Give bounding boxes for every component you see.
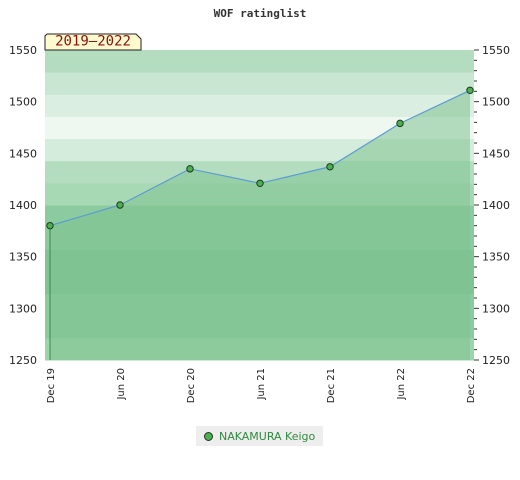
background-band <box>45 50 474 73</box>
data-point <box>326 163 334 171</box>
y-tick-label-left: 1250 <box>9 354 37 367</box>
data-point <box>256 179 264 188</box>
y-tick-label-right: 1450 <box>482 147 510 160</box>
legend-label: NAKAMURA Keigo <box>219 429 316 443</box>
y-axis-right: 1250 1300 1350 1400 1450 1500 1550 <box>474 44 510 367</box>
legend-marker-icon <box>204 431 213 441</box>
y-tick-label-right: 1350 <box>482 251 510 264</box>
y-tick-label-left: 1550 <box>9 44 37 57</box>
series-area <box>50 90 470 361</box>
x-tick-label: Dec 21 <box>326 368 337 403</box>
y-tick-label-right: 1500 <box>482 96 510 109</box>
data-point <box>186 165 194 173</box>
x-tick-label: Jun 21 <box>256 368 267 401</box>
period-badge: 2019–2022 <box>44 33 142 51</box>
data-point <box>46 221 54 230</box>
y-tick-label-left: 1300 <box>9 302 37 315</box>
x-tick-label: Dec 20 <box>186 368 197 403</box>
x-tick-label: Dec 22 <box>466 368 477 403</box>
y-tick-label-left: 1450 <box>9 147 37 160</box>
chart-title: WOF ratinglist <box>214 7 307 20</box>
y-tick-label-right: 1250 <box>482 354 510 367</box>
x-axis: Dec 19 Jun 20 Dec 20 Jun 21 Dec 21 Jun 22 Dec … <box>46 368 477 403</box>
x-tick-label: Jun 20 <box>116 368 127 401</box>
y-axis-left: 1250 1300 1350 1400 1450 1500 1550 <box>9 44 37 367</box>
data-point <box>396 119 404 128</box>
background-band <box>45 94 474 117</box>
y-tick-label-left: 1400 <box>9 199 37 212</box>
y-tick-label-right: 1300 <box>482 302 510 315</box>
y-tick-label-left: 1500 <box>9 96 37 109</box>
y-tick-label-right: 1400 <box>482 199 510 212</box>
data-point <box>116 201 124 209</box>
y-tick-label-left: 1350 <box>9 251 37 264</box>
period-badge-label: 2019–2022 <box>55 34 131 50</box>
background-band <box>45 116 474 140</box>
background-band <box>45 72 474 95</box>
x-tick-label: Jun 22 <box>396 368 407 401</box>
data-markers <box>46 86 474 230</box>
y-tick-label-right: 1550 <box>482 44 510 57</box>
data-point <box>466 86 474 95</box>
x-tick-label: Dec 19 <box>46 368 57 403</box>
legend: NAKAMURA Keigo <box>196 426 324 446</box>
